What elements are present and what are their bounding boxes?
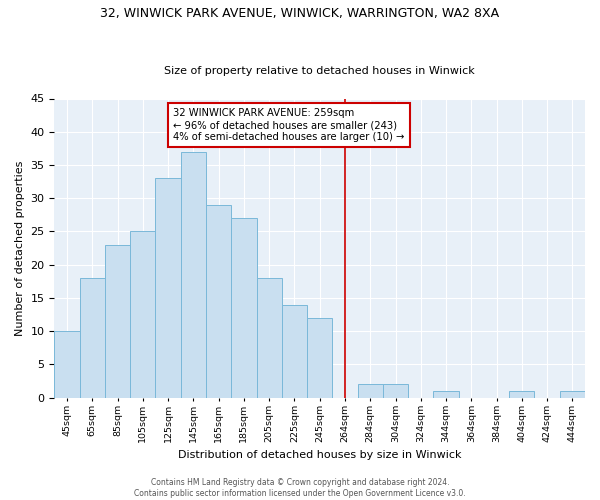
Bar bbox=[433, 391, 458, 398]
Bar bbox=[257, 278, 282, 398]
Bar bbox=[55, 331, 80, 398]
Bar bbox=[358, 384, 383, 398]
Title: Size of property relative to detached houses in Winwick: Size of property relative to detached ho… bbox=[164, 66, 475, 76]
Text: Contains HM Land Registry data © Crown copyright and database right 2024.
Contai: Contains HM Land Registry data © Crown c… bbox=[134, 478, 466, 498]
Bar bbox=[105, 245, 130, 398]
Bar bbox=[383, 384, 408, 398]
Bar bbox=[231, 218, 257, 398]
Y-axis label: Number of detached properties: Number of detached properties bbox=[15, 160, 25, 336]
Bar bbox=[130, 232, 155, 398]
Text: 32, WINWICK PARK AVENUE, WINWICK, WARRINGTON, WA2 8XA: 32, WINWICK PARK AVENUE, WINWICK, WARRIN… bbox=[100, 8, 500, 20]
Bar bbox=[307, 318, 332, 398]
Bar bbox=[509, 391, 535, 398]
X-axis label: Distribution of detached houses by size in Winwick: Distribution of detached houses by size … bbox=[178, 450, 461, 460]
Bar bbox=[80, 278, 105, 398]
Text: 32 WINWICK PARK AVENUE: 259sqm
← 96% of detached houses are smaller (243)
4% of : 32 WINWICK PARK AVENUE: 259sqm ← 96% of … bbox=[173, 108, 404, 142]
Bar bbox=[181, 152, 206, 398]
Bar bbox=[206, 205, 231, 398]
Bar bbox=[155, 178, 181, 398]
Bar bbox=[282, 304, 307, 398]
Bar bbox=[560, 391, 585, 398]
